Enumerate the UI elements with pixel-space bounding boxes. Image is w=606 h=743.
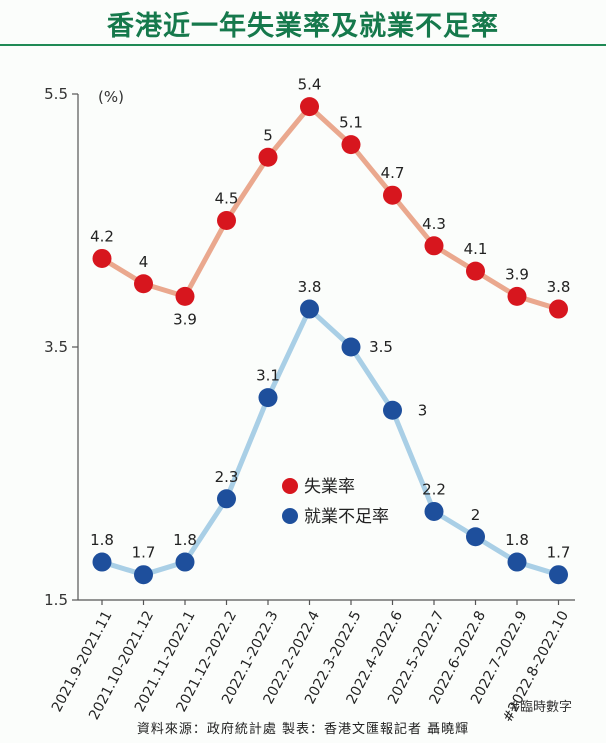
data-point [258,388,278,408]
data-label: 1.8 [505,531,529,549]
data-label: 3.8 [547,278,571,296]
data-point [217,489,236,509]
data-point [549,565,568,585]
data-point [92,552,112,572]
data-label: 1.8 [90,531,114,549]
legend-marker [282,508,298,524]
chart-title: 香港近一年失業率及就業不足率 [107,11,499,42]
data-label: 3 [418,401,428,419]
data-label: 3.9 [173,310,197,328]
data-point [424,236,444,256]
legend-label: 失業率 [304,477,355,497]
data-point [383,185,402,205]
data-point [466,261,485,281]
data-point [92,248,112,268]
data-point [424,501,444,521]
data-label: 5.4 [298,76,322,94]
data-point [134,565,153,585]
source-credit: 資料來源：政府統計處 製表：香港文匯報記者 聶曉輝 [136,722,470,737]
data-label: 5.1 [339,114,363,132]
data-point [300,299,319,319]
series-line-1 [99,104,561,312]
data-label: 3.8 [298,278,322,296]
data-label: 4.2 [90,227,114,245]
data-label: 4.7 [381,164,405,182]
y-unit-label: (%) [98,88,124,106]
data-label: 2.2 [422,480,446,498]
data-point [175,552,195,572]
series-line-2 [99,306,561,578]
data-label: 4.3 [422,215,446,233]
legend-label: 就業不足率 [304,507,389,527]
data-point [507,552,527,572]
legend-marker [282,478,298,494]
data-label: 1.7 [132,544,156,562]
data-point [341,135,361,155]
data-label: 4.5 [215,190,239,208]
data-label: 3.9 [505,265,529,283]
data-label: 3.1 [256,367,280,385]
data-point [383,400,402,420]
data-label: 4.1 [464,240,488,258]
data-point [549,299,568,319]
data-label: 3.5 [369,338,393,356]
data-point [258,147,278,167]
data-label: 4 [139,253,149,271]
provisional-note: #臨時數字 [509,700,572,715]
data-label: 2.3 [215,468,239,486]
data-point [300,97,319,117]
data-label: 1.7 [547,544,571,562]
data-point [217,211,236,230]
y-tick-label: 3.5 [44,338,68,356]
data-point [134,274,153,294]
title-divider [0,44,606,46]
y-tick-label: 1.5 [44,591,68,609]
data-point [341,337,361,357]
data-label: 5 [263,126,273,144]
y-tick-label: 5.5 [44,85,68,103]
data-point [507,286,527,306]
data-label: 1.8 [173,531,197,549]
data-label: 2 [471,506,481,524]
data-point [175,286,195,306]
data-point [466,527,485,547]
